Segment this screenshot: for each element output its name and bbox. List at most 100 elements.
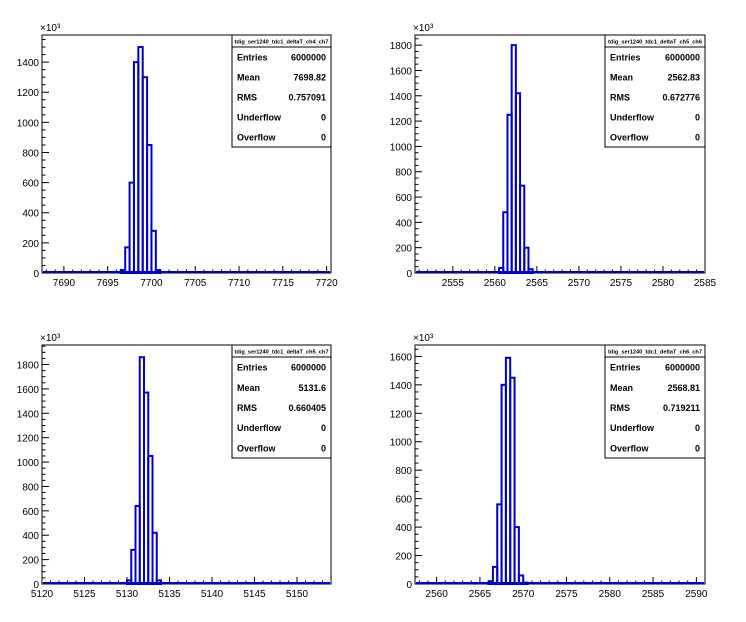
y-tick-label: 1400 <box>17 58 40 69</box>
x-tick-label: 2570 <box>568 278 591 289</box>
stats-label: RMS <box>237 93 257 103</box>
stats-value: 0.757091 <box>288 93 326 103</box>
x-tick-label: 2585 <box>642 589 665 600</box>
stats-box <box>231 34 332 148</box>
x-tick-label: 5150 <box>286 589 309 600</box>
x-tick-label: 7720 <box>315 278 338 289</box>
stats-value: 0 <box>321 423 326 433</box>
stats-value: 7698.82 <box>293 73 326 83</box>
stats-label: Underflow <box>237 423 282 433</box>
y-tick-label: 1000 <box>390 438 413 449</box>
x-tick-label: 2585 <box>694 278 717 289</box>
y-tick-label: 1200 <box>390 117 413 128</box>
histogram-panel-ch5-ch7: 0 200 400 600 800 1000 1200 1400 1600 1800 5120 512… <box>17 333 332 600</box>
y-tick-label: 1800 <box>17 361 40 372</box>
histogram-title: tdig_ser1240_tdc1_deltaT_ch4_ch7 <box>235 40 329 46</box>
y-tick-label: 1200 <box>390 409 413 420</box>
x-tick-label: 2555 <box>442 278 465 289</box>
stats-value: 0.660405 <box>288 403 326 413</box>
x-tick-label: 2575 <box>610 278 633 289</box>
y-tick-label: 200 <box>22 239 39 250</box>
stats-value: 2562.83 <box>667 73 700 83</box>
stats-label: Entries <box>237 363 268 373</box>
histogram-title: tdig_ser1240_tdc1_deltaT_ch5_ch6 <box>608 40 702 46</box>
y-tick-label: 200 <box>22 556 39 567</box>
y-tick-label: 1000 <box>390 142 413 153</box>
y-tick-label: 0 <box>33 269 39 280</box>
stats-value: 5131.6 <box>298 383 326 393</box>
stats-value: 0.719211 <box>663 403 700 413</box>
x-tick-label: 2590 <box>685 589 708 600</box>
y-tick-label: 400 <box>395 218 412 229</box>
y-tick-label: 1600 <box>17 385 40 396</box>
stats-value: 0 <box>695 133 700 143</box>
y-tick-label: 600 <box>395 495 412 506</box>
y-tick-label: 1400 <box>390 92 413 103</box>
stats-value: 0 <box>321 133 326 143</box>
histogram-panel-ch6-ch7: 0 200 400 600 800 1000 1200 1400 1600 2560 2565 257… <box>390 333 708 600</box>
x-tick-label: 5120 <box>31 589 54 600</box>
y-tick-label: 1600 <box>390 352 413 363</box>
stats-label: Overflow <box>610 133 650 143</box>
x-tick-label: 2560 <box>484 278 507 289</box>
stats-label: Mean <box>610 383 633 393</box>
stats-value: 6000000 <box>291 53 326 63</box>
stats-value: 0 <box>695 423 700 433</box>
y-tick-label: 1400 <box>390 381 413 392</box>
x-tick-label: 5140 <box>201 589 224 600</box>
x-tick-label: 5125 <box>73 589 96 600</box>
x-tick-label: 7690 <box>53 278 76 289</box>
x-tick-label: 7710 <box>228 278 251 289</box>
stats-label: Entries <box>237 53 268 63</box>
y-tick-label: 600 <box>22 507 39 518</box>
stats-value: 6000000 <box>291 363 326 373</box>
y-tick-label: 200 <box>395 244 412 255</box>
x-tick-label: 2580 <box>599 589 622 600</box>
y-tick-label: 1200 <box>17 434 40 445</box>
y-tick-label: 600 <box>395 193 412 204</box>
y-tick-label: 0 <box>406 269 412 280</box>
y-tick-label: 600 <box>22 179 39 190</box>
stats-value: 0 <box>695 113 700 123</box>
x-tick-label: 2565 <box>469 589 492 600</box>
stats-value: 0.672776 <box>662 93 700 103</box>
stats-label: Underflow <box>610 113 655 123</box>
stats-value: 2568.81 <box>667 383 700 393</box>
stats-label: RMS <box>237 403 257 413</box>
stats-label: Entries <box>610 363 641 373</box>
stats-label: Overflow <box>610 443 650 453</box>
stats-box <box>604 344 706 459</box>
histogram-panel-ch4-ch7: 0 200 400 600 800 1000 1200 1400 7690 7695 7700 770… <box>17 23 338 289</box>
x-tick-label: 7695 <box>97 278 120 289</box>
stats-label: RMS <box>610 403 630 413</box>
stats-value: 0 <box>695 443 700 453</box>
y-tick-label: 800 <box>22 148 39 159</box>
stats-label: Entries <box>610 53 641 63</box>
x-tick-label: 2570 <box>512 589 535 600</box>
y-tick-label: 400 <box>22 531 39 542</box>
y-exponent-label: ×10³ <box>40 23 61 34</box>
x-tick-label: 2580 <box>652 278 675 289</box>
y-exponent-label: ×10³ <box>413 333 434 344</box>
x-tick-label: 7700 <box>140 278 163 289</box>
stats-box <box>231 344 332 459</box>
y-tick-label: 0 <box>406 580 412 591</box>
y-tick-label: 1800 <box>390 41 413 52</box>
y-exponent-label: ×10³ <box>413 23 434 34</box>
y-tick-label: 1600 <box>390 66 413 77</box>
x-tick-label: 2575 <box>555 589 578 600</box>
y-tick-label: 200 <box>395 552 412 563</box>
y-tick-label: 1200 <box>17 88 40 99</box>
y-tick-label: 400 <box>22 209 39 220</box>
stats-value: 0 <box>321 113 326 123</box>
stats-label: Underflow <box>237 113 282 123</box>
y-tick-label: 800 <box>395 466 412 477</box>
y-tick-label: 0 <box>33 580 39 591</box>
stats-label: RMS <box>610 93 630 103</box>
stats-label: Mean <box>237 383 260 393</box>
x-tick-label: 5145 <box>243 589 266 600</box>
x-tick-label: 2560 <box>426 589 449 600</box>
histogram-title: tdig_ser1240_tdc1_deltaT_ch6_ch7 <box>608 350 702 356</box>
x-tick-label: 5135 <box>158 589 181 600</box>
